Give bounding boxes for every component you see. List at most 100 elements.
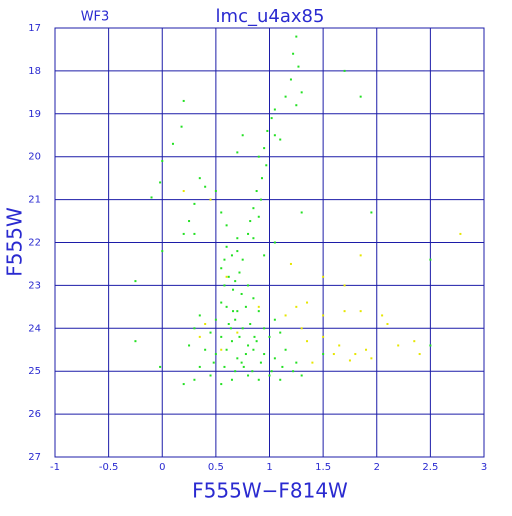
point	[263, 353, 266, 356]
point	[252, 297, 255, 300]
point	[220, 335, 223, 338]
point	[220, 211, 223, 214]
point	[240, 361, 243, 364]
point	[134, 340, 137, 343]
point	[273, 318, 276, 321]
point	[300, 211, 303, 214]
y-tick-label: 21	[28, 195, 41, 206]
point	[204, 348, 207, 351]
point	[343, 284, 346, 287]
y-tick-label: 23	[28, 280, 41, 291]
point	[159, 181, 162, 184]
x-tick-label: 2	[374, 462, 380, 473]
point	[238, 335, 241, 338]
point	[338, 344, 341, 347]
point	[198, 365, 201, 368]
point	[188, 220, 191, 223]
point	[241, 327, 244, 330]
x-axis-label: F555W−F814W	[192, 479, 348, 503]
point	[225, 275, 228, 278]
point	[150, 196, 153, 199]
point	[227, 323, 230, 326]
point	[171, 142, 174, 145]
chart-title: lmc_u4ax85	[216, 6, 325, 27]
point	[209, 331, 212, 334]
point	[257, 310, 260, 313]
point	[220, 383, 223, 386]
point	[161, 250, 164, 253]
x-tick-label: 0	[159, 462, 165, 473]
point	[244, 353, 247, 356]
point	[244, 305, 247, 308]
y-tick-label: 18	[28, 66, 41, 77]
point	[247, 374, 250, 377]
point	[230, 254, 233, 257]
chart-subtitle: WF3	[81, 10, 110, 25]
point	[322, 353, 325, 356]
point	[381, 314, 384, 317]
point	[279, 138, 282, 141]
point	[268, 374, 271, 377]
point	[182, 99, 185, 102]
point	[225, 305, 228, 308]
point	[198, 314, 201, 317]
point	[273, 357, 276, 360]
point	[204, 185, 207, 188]
point	[236, 331, 239, 334]
point	[252, 207, 255, 210]
point	[229, 327, 232, 330]
point	[193, 327, 196, 330]
point	[370, 357, 373, 360]
point	[270, 370, 273, 373]
point	[236, 237, 239, 240]
point	[268, 335, 271, 338]
y-axis-label: F555W	[3, 207, 27, 277]
plot-frame	[54, 27, 485, 458]
point	[397, 344, 400, 347]
point	[182, 383, 185, 386]
point	[251, 370, 254, 373]
point	[295, 305, 298, 308]
point	[214, 190, 217, 193]
point	[161, 159, 164, 162]
x-tick-label: -1	[50, 462, 60, 473]
point	[259, 198, 262, 201]
point	[259, 361, 262, 364]
x-tick-label: 0.5	[208, 462, 224, 473]
point	[182, 190, 185, 193]
point	[311, 361, 314, 364]
point	[300, 374, 303, 377]
point	[193, 232, 196, 235]
point	[292, 370, 295, 373]
point	[249, 323, 252, 326]
point	[343, 69, 346, 72]
point	[332, 353, 335, 356]
point	[266, 129, 269, 132]
point	[300, 91, 303, 94]
point	[230, 378, 233, 381]
y-tick-label: 19	[28, 109, 41, 120]
point	[297, 65, 300, 68]
point	[306, 340, 309, 343]
point	[204, 323, 207, 326]
point	[230, 340, 233, 343]
point	[257, 305, 260, 308]
point	[253, 335, 256, 338]
point	[365, 348, 368, 351]
point	[252, 348, 255, 351]
point	[257, 215, 260, 218]
point	[359, 310, 362, 313]
point	[225, 224, 228, 227]
point	[281, 365, 284, 368]
point	[223, 284, 226, 287]
x-tick-label: 1.5	[315, 462, 331, 473]
point	[236, 310, 239, 313]
point	[292, 52, 295, 55]
point	[220, 348, 223, 351]
point	[241, 258, 244, 261]
point	[212, 361, 215, 364]
point	[284, 95, 287, 98]
point	[295, 104, 298, 107]
point	[273, 134, 276, 137]
point	[257, 378, 260, 381]
